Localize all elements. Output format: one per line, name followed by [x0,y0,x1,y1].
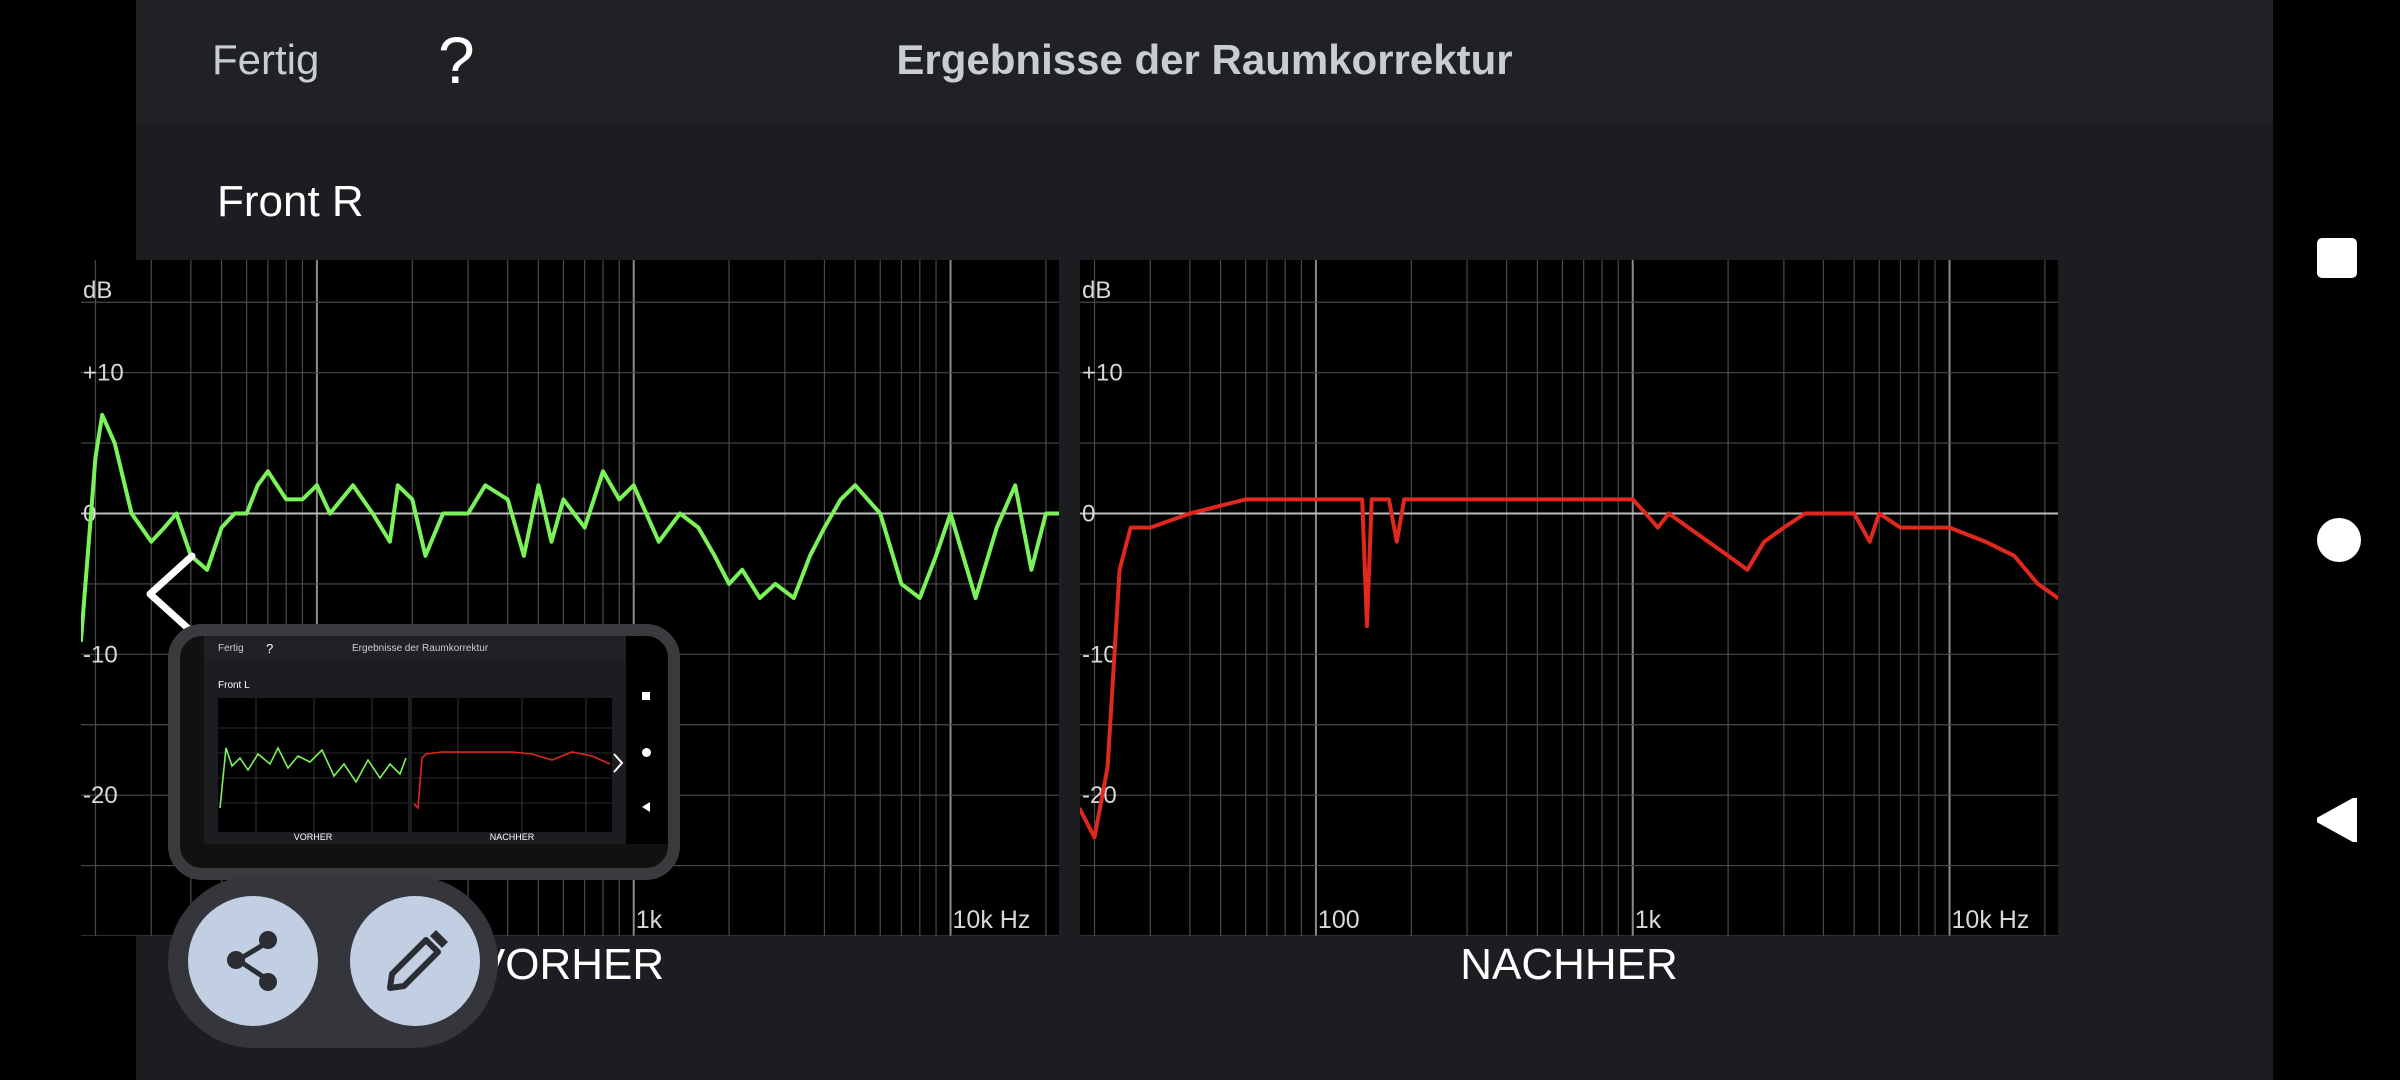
thumbnail-screen: Fertig ? Ergebnisse der Raumkorrektur Fr… [204,636,626,844]
channel-label: Front R [217,177,364,226]
thumbnail-done: Fertig [218,643,244,654]
system-nav-bar [2273,0,2400,1080]
after-response-curve [1080,497,2058,840]
square-icon[interactable] [2317,238,2357,278]
before-caption: VORHER [475,940,665,989]
screenshot-thumbnail[interactable]: Fertig ? Ergebnisse der Raumkorrektur Fr… [168,624,680,880]
thumbnail-square-icon [642,692,650,700]
thumbnail-topbar [204,636,626,662]
done-button[interactable]: Fertig [212,36,320,83]
y-axis-unit-label: dB [83,277,112,304]
page-title: Ergebnisse der Raumkorrektur [896,36,1513,83]
share-icon [227,931,277,991]
x-tick-label: 1k [636,906,663,934]
thumbnail-after-caption: NACHHER [489,832,535,842]
thumbnail-chevron-icon [613,753,624,773]
pencil-icon [387,930,448,991]
x-tick-label: 100 [1318,906,1360,934]
thumbnail-nav-bar [626,636,668,844]
x-tick-label: 10k Hz [953,906,1031,934]
thumbnail-circle-icon [642,748,651,757]
thumbnail-title: Ergebnisse der Raumkorrektur [352,643,489,654]
x-tick-label: 10k Hz [1952,906,2030,934]
thumbnail-channel: Front L [218,680,250,691]
screenshot-actions [168,876,498,1048]
after-caption: NACHHER [1460,940,1678,989]
y-tick-label: -10 [83,641,118,668]
before-response-curve [81,412,1059,643]
edit-button[interactable] [350,896,480,1026]
top-bar: Fertig ? Ergebnisse der Raumkorrektur [136,0,2273,122]
thumbnail-chart-after [412,698,612,832]
circle-icon[interactable] [2317,518,2361,562]
chart-after: dB +10 0 -10 -20 100 1k 10k Hz [1080,260,2058,936]
thumbnail-back-icon [642,802,650,812]
thumbnail-before-caption: VORHER [293,832,333,842]
share-button[interactable] [188,896,318,1026]
y-axis-unit-label: dB [1082,277,1111,304]
thumbnail-help: ? [266,641,274,656]
chevron-left-icon[interactable] [142,552,198,636]
y-tick-label: 0 [1082,501,1095,528]
y-tick-label: +10 [1082,360,1123,387]
x-tick-label: 1k [1635,906,1662,934]
help-button[interactable]: ? [438,23,475,97]
thumbnail-chart-before [218,698,408,832]
y-tick-label: -10 [1082,641,1117,668]
y-tick-label: +10 [83,360,124,387]
y-tick-label: -20 [83,782,118,809]
triangle-back-icon[interactable] [2317,798,2357,842]
